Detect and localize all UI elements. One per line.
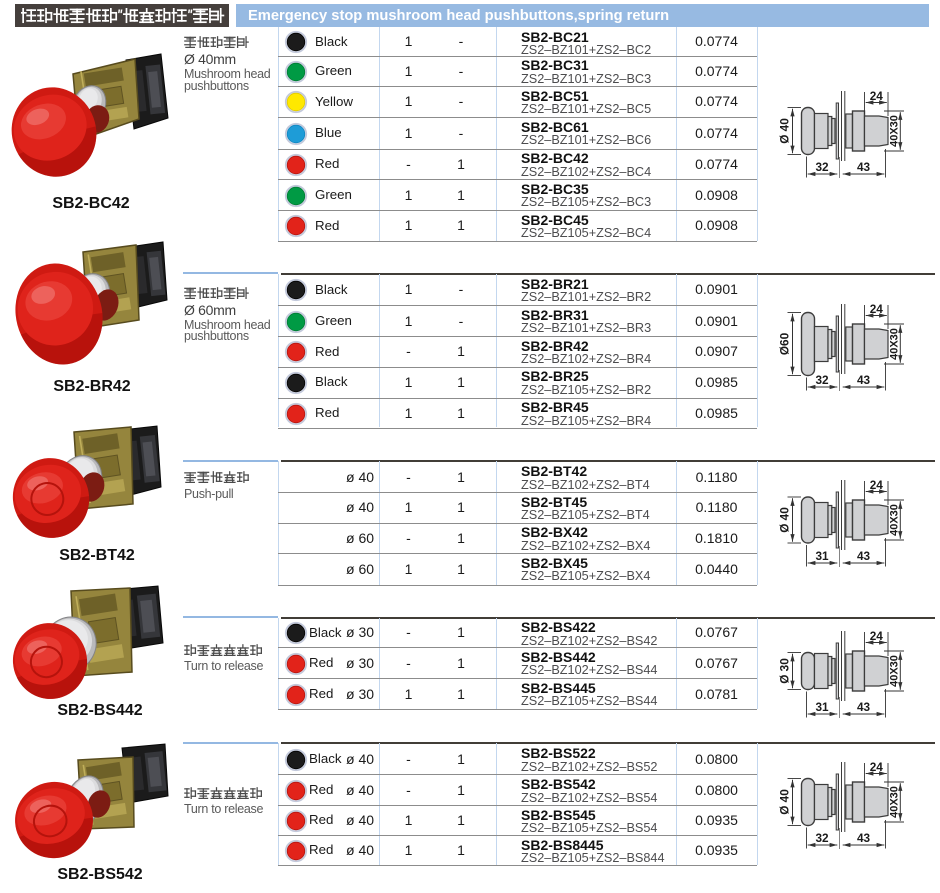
svg-text:24: 24	[870, 302, 884, 316]
svg-text:43: 43	[857, 373, 871, 387]
svg-text:40X30: 40X30	[888, 328, 900, 360]
svg-text:32: 32	[815, 373, 829, 387]
svg-text:Ø 40: Ø 40	[778, 507, 792, 533]
svg-text:40X30: 40X30	[888, 786, 900, 818]
svg-text:31: 31	[815, 700, 829, 714]
svg-text:24: 24	[870, 629, 884, 643]
svg-text:43: 43	[857, 549, 871, 563]
svg-text:43: 43	[857, 831, 871, 845]
svg-text:32: 32	[815, 160, 829, 174]
svg-text:Ø 30: Ø 30	[778, 657, 792, 683]
svg-text:Ø 40: Ø 40	[778, 789, 792, 815]
svg-text:31: 31	[815, 549, 829, 563]
svg-text:Ø60: Ø60	[778, 333, 792, 356]
svg-text:24: 24	[870, 89, 884, 103]
svg-text:40X30: 40X30	[888, 115, 900, 147]
svg-text:32: 32	[815, 831, 829, 845]
svg-text:40X30: 40X30	[888, 655, 900, 687]
svg-text:Ø 40: Ø 40	[778, 117, 792, 143]
svg-text:43: 43	[857, 160, 871, 174]
svg-text:43: 43	[857, 700, 871, 714]
svg-text:40X30: 40X30	[888, 504, 900, 536]
svg-text:24: 24	[870, 760, 884, 774]
svg-text:24: 24	[870, 478, 884, 492]
